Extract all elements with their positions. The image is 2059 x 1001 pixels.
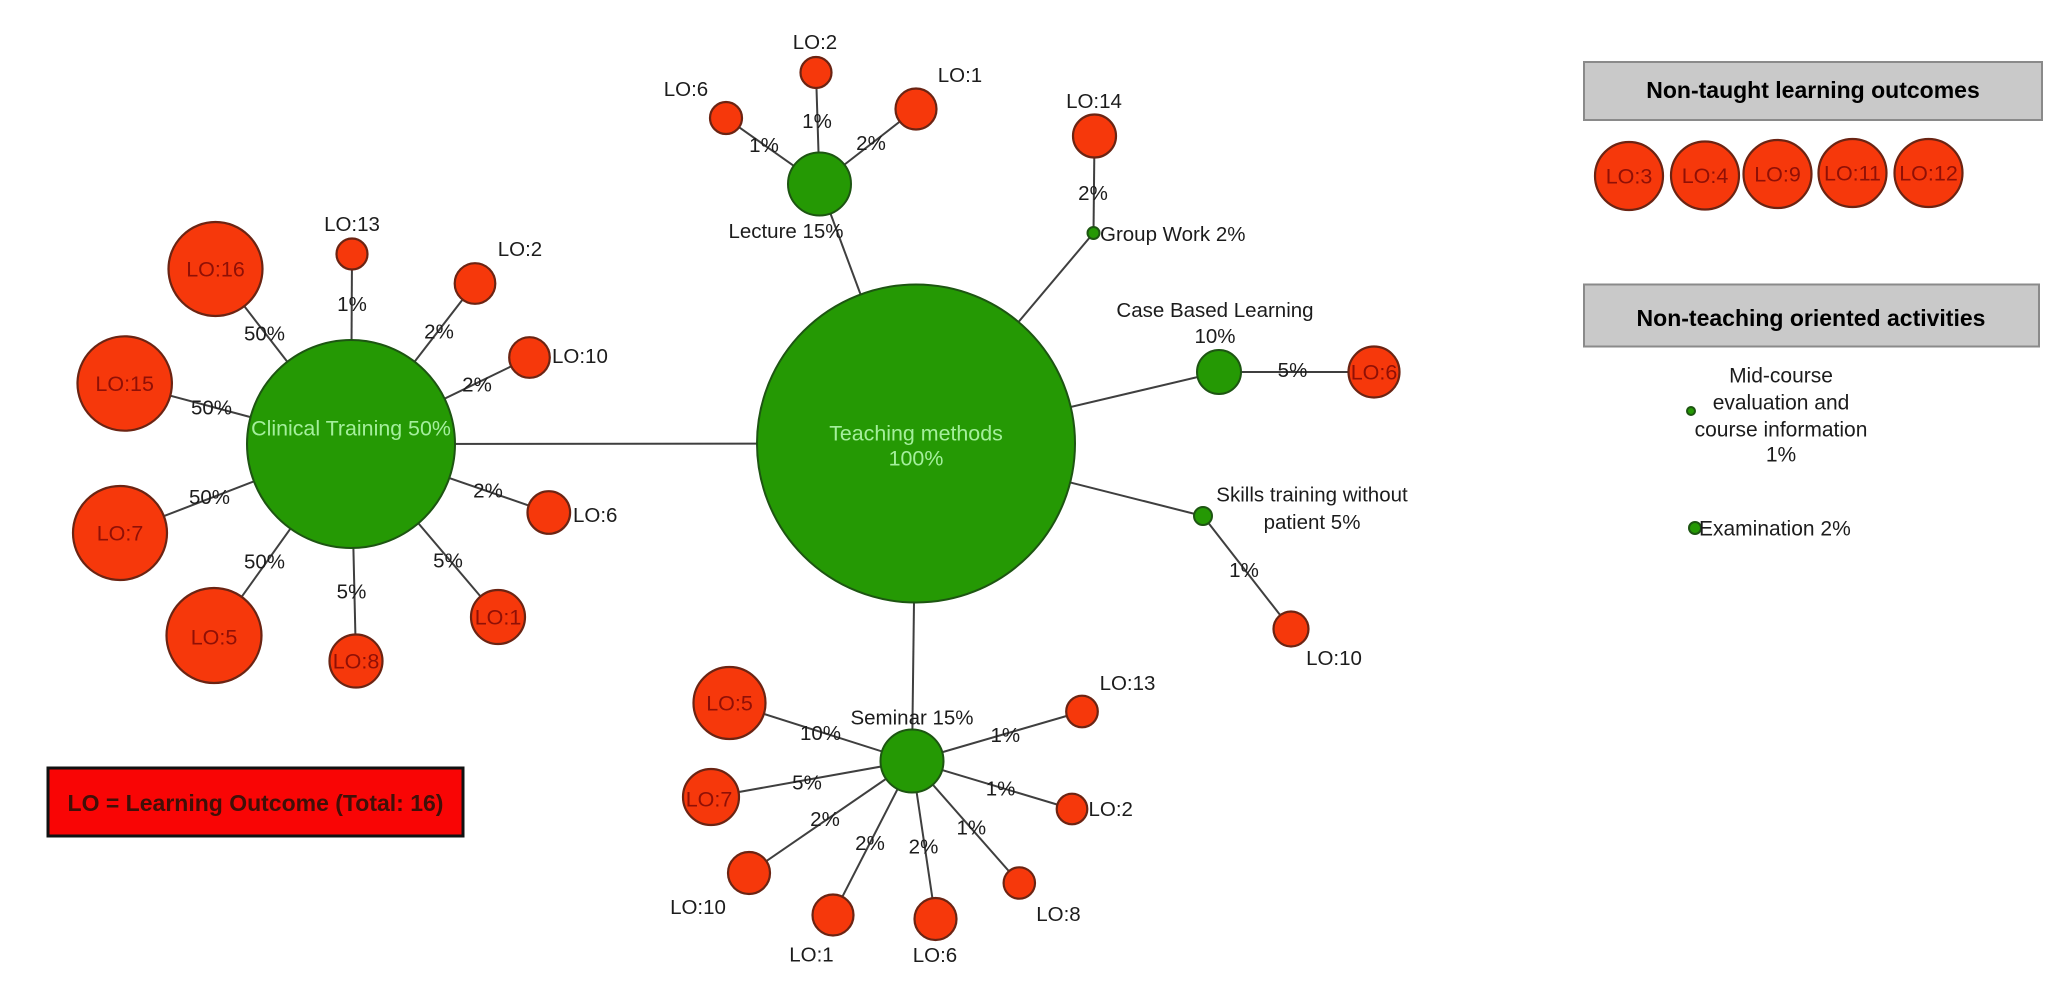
svg-text:patient 5%: patient 5% [1264,511,1361,534]
svg-text:LO:16: LO:16 [186,258,245,282]
svg-text:LO:8: LO:8 [1036,903,1080,926]
svg-text:LO:13: LO:13 [1100,672,1156,695]
svg-text:1%: 1% [337,293,367,316]
svg-text:LO:2: LO:2 [1089,798,1133,821]
svg-text:LO:7: LO:7 [686,788,733,812]
svg-text:LO:10: LO:10 [670,896,726,919]
svg-text:Non-taught learning outcomes: Non-taught learning outcomes [1646,77,1980,103]
svg-text:LO:14: LO:14 [1066,90,1122,113]
svg-text:1%: 1% [1229,559,1259,582]
svg-text:5%: 5% [1278,359,1308,382]
svg-text:1%: 1% [802,110,832,133]
svg-text:LO:10: LO:10 [1306,647,1362,670]
svg-text:50%: 50% [244,323,285,346]
svg-text:2%: 2% [462,374,492,397]
svg-text:LO:2: LO:2 [793,31,837,54]
svg-text:1%: 1% [1766,443,1796,466]
svg-text:5%: 5% [792,772,822,795]
svg-text:1%: 1% [749,134,779,157]
svg-text:LO:6: LO:6 [913,944,957,967]
svg-text:LO:8: LO:8 [333,650,380,674]
svg-text:LO:6: LO:6 [1351,361,1398,385]
svg-text:LO:1: LO:1 [789,944,833,967]
svg-text:Non-teaching oriented activiti: Non-teaching oriented activities [1637,305,1986,331]
svg-text:LO:3: LO:3 [1606,165,1653,189]
svg-text:LO:9: LO:9 [1754,163,1801,187]
svg-text:50%: 50% [189,486,230,509]
svg-text:2%: 2% [424,321,454,344]
svg-text:10%: 10% [800,722,841,745]
svg-text:LO:10: LO:10 [552,345,608,368]
svg-text:1%: 1% [990,724,1020,747]
svg-text:Seminar 15%: Seminar 15% [850,707,973,730]
svg-text:LO:6: LO:6 [664,78,708,101]
svg-text:2%: 2% [856,132,886,155]
svg-text:2%: 2% [810,808,840,831]
svg-text:LO = Learning Outcome (Total:: LO = Learning Outcome (Total: 16) [68,790,444,816]
svg-text:course information: course information [1695,418,1868,441]
svg-text:evaluation and: evaluation and [1713,391,1850,414]
svg-text:Teaching methods: Teaching methods [829,422,1003,446]
svg-text:2%: 2% [1078,182,1108,205]
svg-text:LO:2: LO:2 [498,238,542,261]
svg-text:LO:5: LO:5 [706,692,753,716]
svg-text:Mid-course: Mid-course [1729,364,1833,387]
svg-text:10%: 10% [1194,325,1235,348]
svg-text:2%: 2% [909,836,939,859]
svg-text:Clinical Training 50%: Clinical Training 50% [251,417,451,441]
svg-text:LO:12: LO:12 [1899,162,1958,186]
svg-text:LO:6: LO:6 [573,504,617,527]
svg-text:100%: 100% [889,447,944,471]
svg-text:2%: 2% [855,832,885,855]
svg-text:50%: 50% [244,551,285,574]
svg-text:LO:11: LO:11 [1824,162,1881,186]
svg-text:LO:5: LO:5 [191,626,238,650]
svg-text:Group Work 2%: Group Work 2% [1100,223,1245,246]
svg-text:2%: 2% [473,480,503,503]
svg-text:5%: 5% [337,581,367,604]
svg-text:5%: 5% [433,550,463,573]
svg-text:LO:4: LO:4 [1682,164,1729,188]
svg-text:LO:1: LO:1 [938,64,982,87]
svg-text:LO:1: LO:1 [475,606,522,630]
svg-text:1%: 1% [986,778,1016,801]
svg-text:LO:13: LO:13 [324,213,380,236]
svg-text:Examination 2%: Examination 2% [1699,517,1851,540]
svg-text:Skills training without: Skills training without [1216,484,1408,507]
svg-text:Lecture 15%: Lecture 15% [728,220,843,243]
svg-text:50%: 50% [191,397,232,420]
svg-text:1%: 1% [956,817,986,840]
svg-text:Case Based Learning: Case Based Learning [1116,299,1313,322]
svg-text:LO:7: LO:7 [97,522,144,546]
svg-text:LO:15: LO:15 [95,372,154,396]
